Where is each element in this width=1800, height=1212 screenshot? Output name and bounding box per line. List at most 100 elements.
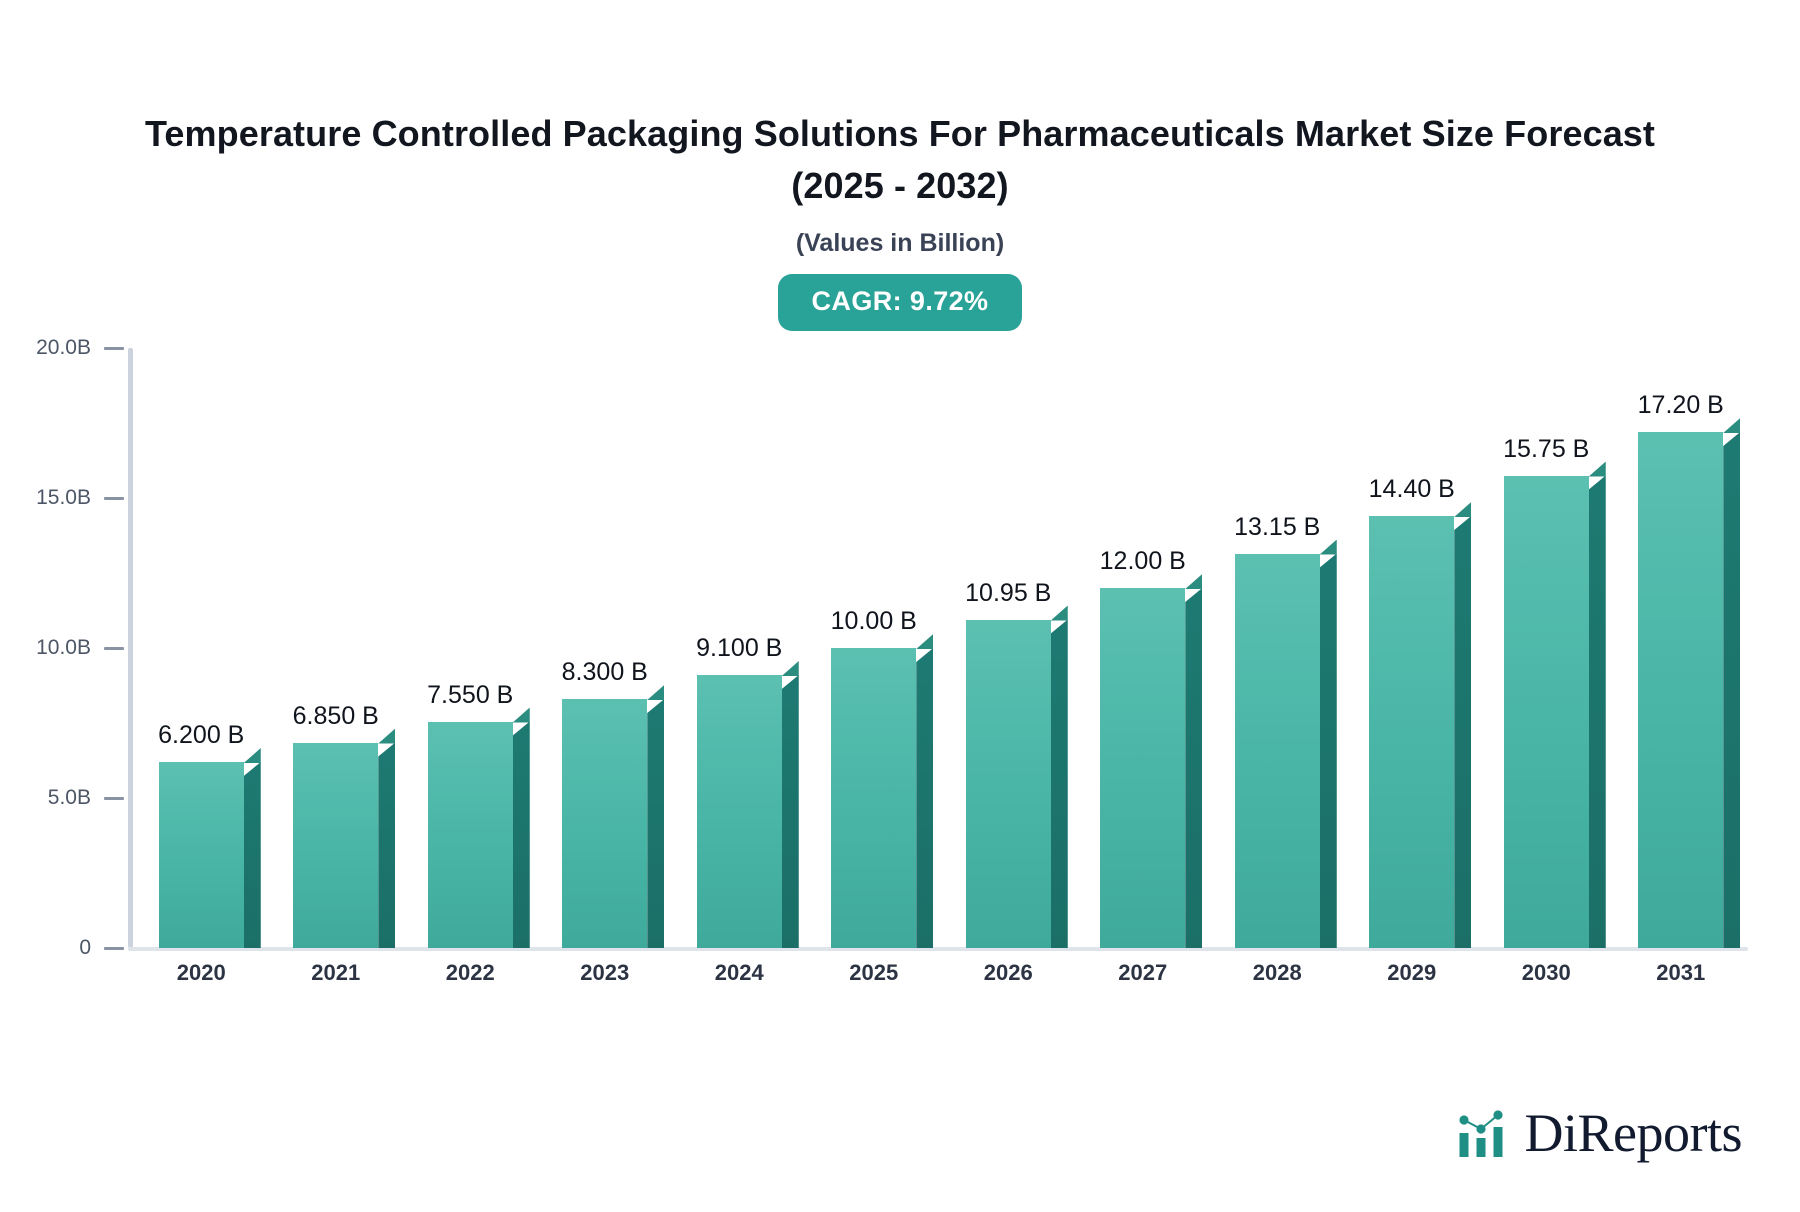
bar-slot[interactable]: 17.20 B <box>1614 348 1749 948</box>
x-axis-label: 2020 <box>176 960 226 985</box>
logo-text: DiReports <box>1524 1103 1743 1163</box>
x-axis-label: 2030 <box>1521 960 1571 985</box>
x-axis-label: 2021 <box>311 960 361 985</box>
y-axis-tick: 20.0B <box>36 336 124 360</box>
bar-side-face <box>1454 516 1472 948</box>
bar-top-face <box>781 661 799 676</box>
bar-side-face <box>243 762 261 948</box>
y-axis-tick-mark <box>104 796 124 800</box>
bar-slot[interactable]: 14.40 B <box>1345 348 1480 948</box>
bar-side-face <box>916 648 934 948</box>
y-axis-tick-label: 20.0B <box>36 336 91 359</box>
bar-side-face <box>1185 588 1203 948</box>
bar-side-face <box>1723 432 1741 948</box>
y-axis-tick: 0 <box>79 936 124 960</box>
bar-slot[interactable]: 6.850 B <box>269 348 404 948</box>
bar[interactable] <box>1234 539 1337 948</box>
x-axis-label: 2029 <box>1387 960 1437 985</box>
plot-area: 20.0B 15.0B 10.0B 5.0B 0 6.200 B 6.850 B 7.550… <box>36 336 1748 959</box>
bar-side-face <box>512 721 530 948</box>
bar-value-label: 14.40 B <box>1368 475 1455 503</box>
bar-value-label: 17.20 B <box>1637 391 1724 419</box>
bar-value-label: 8.300 B <box>561 658 648 686</box>
bar-side-face <box>781 675 799 948</box>
x-axis-labels: 2020 2021 2022 2023 2024 2025 2026 2027 2028 2029… <box>128 960 1748 986</box>
bar[interactable] <box>293 728 396 948</box>
bar-value-label: 9.100 B <box>696 634 783 662</box>
x-axis-label: 2026 <box>983 960 1033 985</box>
x-axis-label: 2025 <box>849 960 899 985</box>
bar[interactable] <box>1369 502 1472 948</box>
bar-slot[interactable]: 9.100 B <box>672 348 807 948</box>
bar-value-label: 10.00 B <box>830 607 917 635</box>
bar[interactable] <box>1503 461 1606 948</box>
bar-slot[interactable]: 13.15 B <box>1210 348 1345 948</box>
bar-value-label: 13.15 B <box>1234 512 1321 541</box>
page-title: Temperature Controlled Packaging Solutio… <box>144 113 1656 207</box>
bar-top-face <box>1319 539 1337 555</box>
bar-value-label: 15.75 B <box>1503 434 1590 463</box>
bar-value-label: 6.850 B <box>292 701 379 730</box>
bar[interactable] <box>1638 418 1741 948</box>
bar-top-face <box>378 728 396 744</box>
x-axis-label: 2027 <box>1118 960 1168 985</box>
bar-top-face <box>512 707 530 723</box>
bar-slot[interactable]: 12.00 B <box>1076 348 1211 948</box>
bar-top-face <box>1454 502 1472 517</box>
y-axis-tick: 15.0B <box>36 486 124 510</box>
bar-side-face <box>378 742 396 948</box>
y-axis-tick-label: 10.0B <box>36 636 91 659</box>
y-axis-tick-label: 15.0B <box>36 486 91 509</box>
y-axis-tick-mark <box>104 946 124 950</box>
y-axis-tick-mark <box>104 346 124 350</box>
y-axis-tick-label: 0 <box>79 936 91 959</box>
x-axis-label: 2031 <box>1656 960 1706 985</box>
bar-top-face <box>1050 605 1068 621</box>
bar-slot[interactable]: 10.95 B <box>941 348 1076 948</box>
bar[interactable] <box>696 661 799 948</box>
bar-slot[interactable]: 8.300 B <box>538 348 673 948</box>
bar-slot[interactable]: 10.00 B <box>807 348 942 948</box>
y-axis-line <box>128 348 133 948</box>
bar[interactable] <box>427 707 530 948</box>
bar-value-label: 10.95 B <box>965 578 1052 607</box>
bar-value-label: 7.550 B <box>427 680 514 709</box>
bar[interactable] <box>158 748 261 948</box>
bar-slot[interactable]: 7.550 B <box>403 348 538 948</box>
bar-side-face <box>647 699 665 948</box>
bar-top-face <box>916 634 934 649</box>
x-axis-label: 2024 <box>714 960 764 985</box>
direports-logo: DiReports <box>1457 1102 1743 1164</box>
bar-side-face <box>1319 553 1337 948</box>
bar[interactable] <box>831 634 934 948</box>
bar[interactable] <box>562 685 665 948</box>
bar-value-label: 6.200 B <box>158 721 245 749</box>
x-axis-label: 2023 <box>580 960 630 985</box>
bar-top-face <box>243 748 261 763</box>
bar-side-face <box>1050 619 1068 948</box>
bar-side-face <box>1588 475 1606 948</box>
y-axis-tick: 5.0B <box>48 786 124 810</box>
bar-series: 6.200 B 6.850 B 7.550 B 8.300 B 9.100 B 10.00… <box>128 348 1748 948</box>
x-axis-label: 2022 <box>445 960 495 985</box>
bar-chart-icon <box>1458 1110 1503 1157</box>
chart-subtitle: (Values in Billion) <box>795 229 1005 258</box>
bar-slot[interactable]: 15.75 B <box>1479 348 1614 948</box>
bar[interactable] <box>1100 574 1203 948</box>
bar[interactable] <box>965 605 1068 948</box>
y-axis-tick-mark <box>104 646 124 650</box>
bar-value-label: 12.00 B <box>1099 547 1186 575</box>
bar-top-face <box>1185 574 1203 589</box>
bar-top-face <box>1588 461 1606 477</box>
cagr-badge: CAGR: 9.72% <box>777 274 1023 332</box>
x-axis-label: 2028 <box>1252 960 1302 985</box>
bar-top-face <box>647 685 665 700</box>
bar-top-face <box>1723 418 1741 433</box>
y-axis-tick: 10.0B <box>36 636 124 660</box>
y-axis-tick-mark <box>104 496 124 500</box>
x-axis-line <box>128 947 1748 951</box>
y-axis-tick-label: 5.0B <box>47 786 91 809</box>
bar-slot[interactable]: 6.200 B <box>134 348 269 948</box>
title-block: Temperature Controlled Packaging Solutio… <box>0 108 1800 332</box>
